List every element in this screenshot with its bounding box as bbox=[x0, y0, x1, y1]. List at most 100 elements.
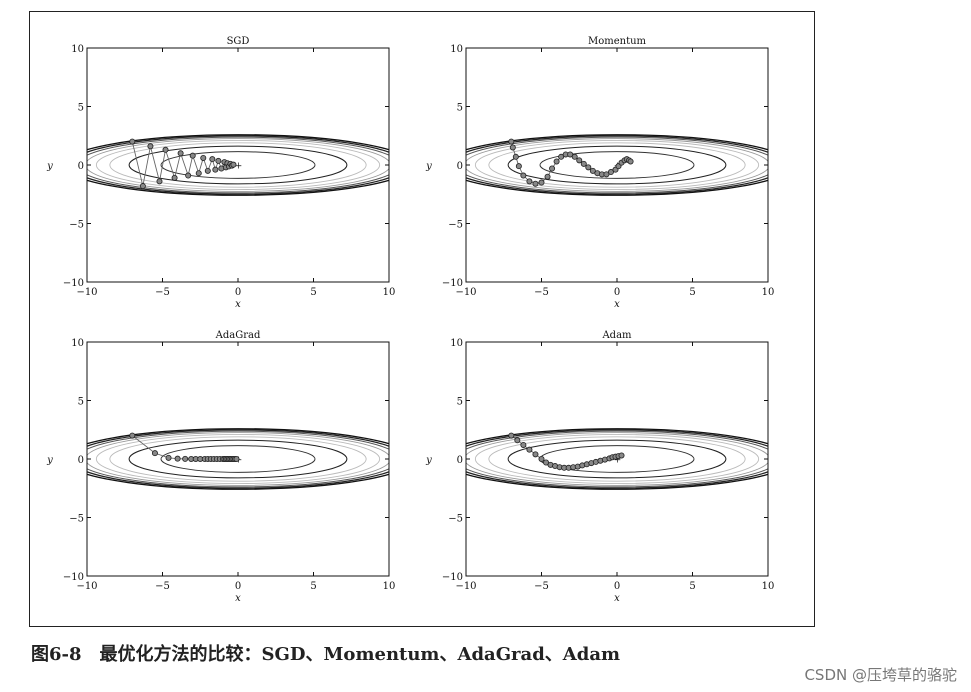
contour-line bbox=[507, 439, 727, 479]
y-tick-label: 0 bbox=[78, 161, 84, 172]
optimizer-path-point bbox=[200, 154, 207, 161]
x-tick-label: 0 bbox=[235, 581, 241, 592]
optimizer-path-point bbox=[558, 153, 565, 160]
optimizer-path-point bbox=[508, 138, 515, 145]
optimizer-path-point bbox=[182, 455, 189, 462]
y-tick-label: 0 bbox=[457, 161, 463, 172]
contour-line bbox=[160, 151, 316, 179]
optimizer-path-point bbox=[514, 437, 521, 444]
x-tick-label: −10 bbox=[76, 287, 97, 298]
y-tick-label: −10 bbox=[63, 572, 84, 583]
x-tick-label: −10 bbox=[455, 287, 476, 298]
figure-caption: 图6-8 最优化方法的比较：SGD、Momentum、AdaGrad、Adam bbox=[31, 640, 620, 666]
optimizer-path-point bbox=[538, 455, 545, 462]
chart-title: AdaGrad bbox=[215, 330, 261, 341]
optimizer-path-point bbox=[549, 165, 556, 172]
contour-line bbox=[87, 428, 389, 490]
optimizer-path-point bbox=[508, 432, 515, 439]
contour-line bbox=[474, 140, 760, 190]
contour-line bbox=[466, 134, 768, 196]
optimizer-path-point bbox=[627, 158, 634, 165]
contour-line bbox=[87, 134, 389, 196]
optimizer-path-point bbox=[571, 153, 578, 160]
x-tick-label: 0 bbox=[614, 287, 620, 298]
chart-panel: −10 −5 0 5 10 10 5 0 −5 −10 Adam x y + bbox=[425, 330, 774, 604]
optimizer-path-point bbox=[162, 146, 169, 153]
optimizer-path-point bbox=[185, 172, 192, 179]
optimizer-path-point bbox=[526, 178, 533, 185]
y-tick-label: −10 bbox=[442, 572, 463, 583]
optimizer-path-point bbox=[576, 157, 583, 164]
x-axis-label: x bbox=[614, 593, 620, 604]
optimizer-path-point bbox=[151, 450, 158, 457]
optimizer-path-point bbox=[618, 452, 625, 459]
minimum-marker: + bbox=[235, 162, 243, 172]
optimizer-path-point bbox=[515, 163, 522, 170]
contour-lines bbox=[466, 428, 768, 490]
y-tick-label: 0 bbox=[78, 455, 84, 466]
x-tick-label: −5 bbox=[534, 581, 549, 592]
contour-line bbox=[87, 135, 389, 195]
optimizer-path-point bbox=[603, 171, 610, 178]
y-tick-label: 10 bbox=[71, 44, 84, 55]
contour-line bbox=[466, 136, 768, 194]
x-tick-label: −10 bbox=[76, 581, 97, 592]
contour-line bbox=[466, 430, 768, 488]
optimizer-path-point bbox=[512, 153, 519, 160]
x-tick-label: 0 bbox=[235, 287, 241, 298]
optimizer-path-point bbox=[129, 432, 136, 439]
contour-line bbox=[474, 434, 760, 484]
y-tick-label: −5 bbox=[69, 514, 84, 525]
contour-line bbox=[466, 428, 768, 490]
contour-line bbox=[95, 434, 381, 484]
optimizer-path-point bbox=[233, 455, 240, 462]
optimizer-path-point bbox=[177, 150, 184, 157]
x-axis-label: x bbox=[235, 593, 241, 604]
optimizer-path-point bbox=[589, 167, 596, 174]
optimizer-path-point bbox=[532, 451, 539, 458]
y-tick-label: −5 bbox=[448, 220, 463, 231]
y-axis-label: y bbox=[46, 161, 53, 172]
optimizer-path-point bbox=[129, 138, 136, 145]
contour-line bbox=[466, 135, 768, 195]
x-tick-label: 0 bbox=[614, 581, 620, 592]
optimizer-path-point bbox=[215, 157, 222, 164]
y-tick-label: −5 bbox=[448, 514, 463, 525]
contour-line bbox=[160, 445, 316, 473]
contour-line bbox=[87, 136, 389, 194]
x-tick-label: 5 bbox=[310, 581, 316, 592]
y-axis-label: y bbox=[425, 161, 432, 172]
contour-line bbox=[87, 138, 389, 192]
x-tick-label: −5 bbox=[155, 581, 170, 592]
optimizer-path-point bbox=[156, 178, 163, 185]
optimizer-path-point bbox=[139, 183, 146, 190]
optimizer-path-point bbox=[553, 158, 560, 165]
y-tick-label: 5 bbox=[457, 103, 463, 114]
optimizer-path-point bbox=[538, 179, 545, 186]
optimizer-comparison-plots: −10 −5 0 5 10 10 5 0 −5 −10 SGD x y + −10 −5 0 5 10 10 5 0 −5 −… bbox=[46, 36, 775, 604]
chart-title: SGD bbox=[227, 36, 250, 47]
y-axis-label: y bbox=[46, 455, 53, 466]
optimizer-path-point bbox=[165, 454, 172, 461]
chart-title: Momentum bbox=[588, 36, 647, 47]
y-tick-label: −10 bbox=[63, 278, 84, 289]
chart-title: Adam bbox=[601, 330, 632, 341]
x-tick-label: 5 bbox=[310, 287, 316, 298]
x-tick-label: 10 bbox=[762, 287, 775, 298]
y-tick-label: −10 bbox=[442, 278, 463, 289]
contour-line bbox=[87, 429, 389, 489]
caption-text: 最优化方法的比较：SGD、Momentum、AdaGrad、Adam bbox=[99, 644, 621, 665]
y-axis-label: y bbox=[425, 455, 432, 466]
optimizer-path-point bbox=[607, 169, 614, 176]
x-tick-label: 10 bbox=[383, 581, 396, 592]
contour-line bbox=[128, 145, 348, 185]
x-tick-label: 10 bbox=[383, 287, 396, 298]
figure-frame: −10 −5 0 5 10 10 5 0 −5 −10 SGD x y + −10 −5 0 5 10 10 5 0 −5 −… bbox=[29, 11, 815, 627]
contour-line bbox=[466, 138, 768, 192]
contour-line bbox=[466, 429, 768, 489]
contour-line bbox=[109, 142, 367, 188]
y-tick-label: 5 bbox=[78, 103, 84, 114]
optimizer-path-point bbox=[230, 161, 237, 168]
